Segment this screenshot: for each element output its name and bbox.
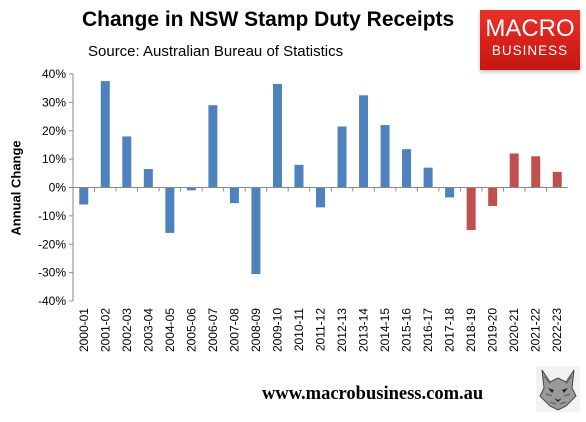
- chart-subtitle: Source: Australian Bureau of Statistics: [88, 43, 344, 60]
- bar-2012-13: [337, 126, 347, 188]
- bar-2001-02: [100, 81, 110, 188]
- bar-2003-04: [143, 169, 153, 188]
- bars-group: [79, 81, 562, 275]
- x-tick-label: 2008-09: [249, 308, 263, 352]
- x-tick-label: 2001-02: [98, 308, 112, 352]
- x-tick-label: 2018-19: [464, 308, 478, 352]
- x-tick-label: 2011-12: [314, 308, 328, 351]
- bar-2002-03: [122, 136, 132, 188]
- logo-text-bottom: BUSINESS: [491, 43, 569, 58]
- macrobusiness-logo: MACRO BUSINESS: [480, 10, 580, 70]
- x-tick-label: 2000-01: [77, 308, 91, 352]
- bar-2004-05: [165, 187, 175, 233]
- bar-2021-22: [531, 156, 541, 188]
- bar-2015-16: [402, 149, 412, 188]
- bar-2009-10: [272, 83, 282, 188]
- y-tick-label: 0%: [49, 181, 67, 195]
- x-tick-label: 2020-21: [507, 308, 521, 352]
- bar-2008-09: [251, 187, 261, 275]
- x-tick-label: 2007-08: [227, 308, 241, 352]
- x-tick-label: 2009-10: [270, 308, 284, 352]
- x-tick-label: 2012-13: [335, 308, 349, 352]
- bar-2000-01: [79, 187, 89, 205]
- bar-2014-15: [380, 125, 390, 188]
- y-axis: 40% 30% 20% 10% 0% -10% -20% -30% -40%: [38, 67, 74, 308]
- y-tick-label: 20%: [42, 124, 66, 138]
- x-tick-label: 2014-15: [378, 308, 392, 352]
- bar-2005-06: [186, 187, 196, 191]
- y-tick-label: 10%: [42, 152, 66, 166]
- bar-2022-23: [552, 171, 562, 188]
- y-tick-label: 40%: [42, 67, 66, 81]
- x-tick-label: 2021-22: [529, 308, 543, 352]
- bar-chart: 40%30%20%10%0%-10%-20%-30%-40% 2000-01 20…: [38, 67, 568, 352]
- chart-title: Change in NSW Stamp Duty Receipts: [82, 8, 455, 31]
- x-tick-label: 2019-20: [486, 308, 500, 352]
- bar-2010-11: [294, 164, 304, 188]
- x-tick-label: 2002-03: [120, 308, 134, 352]
- x-tick-label: 2017-18: [443, 308, 457, 352]
- x-tick-label: 2013-14: [357, 308, 371, 352]
- wolf-icon: [536, 366, 580, 412]
- y-tick-label: -40%: [38, 294, 66, 308]
- x-axis: 2000-01 2001-02 2002-03 2003-04 2004-05 2005-…: [72, 187, 568, 352]
- bar-2020-21: [509, 153, 519, 188]
- x-tick-label: 2004-05: [163, 308, 177, 352]
- bar-2019-20: [488, 187, 498, 206]
- bar-2016-17: [423, 167, 433, 188]
- x-tick-label: 2003-04: [141, 308, 155, 352]
- y-tick-label: 30%: [42, 95, 66, 109]
- x-tick-label: 2016-17: [421, 308, 435, 352]
- bar-2007-08: [229, 187, 239, 204]
- bar-2006-07: [208, 105, 218, 188]
- x-tick-label: 2022-23: [550, 308, 564, 352]
- bar-2018-19: [466, 187, 476, 231]
- x-tick-label: 2005-06: [184, 308, 198, 352]
- logo-text-top: MACRO: [485, 15, 575, 42]
- y-tick-label: -10%: [38, 209, 66, 223]
- website-url: www.macrobusiness.com.au: [262, 384, 484, 404]
- x-tick-label: 2010-11: [292, 308, 306, 351]
- y-tick-label: -20%: [38, 237, 66, 251]
- y-tick-label: -30%: [38, 266, 66, 280]
- x-tick-label: 2015-16: [400, 308, 414, 352]
- bar-2011-12: [316, 187, 325, 208]
- bar-2013-14: [359, 95, 369, 188]
- bar-2017-18: [445, 187, 455, 198]
- x-tick-label: 2006-07: [206, 308, 220, 352]
